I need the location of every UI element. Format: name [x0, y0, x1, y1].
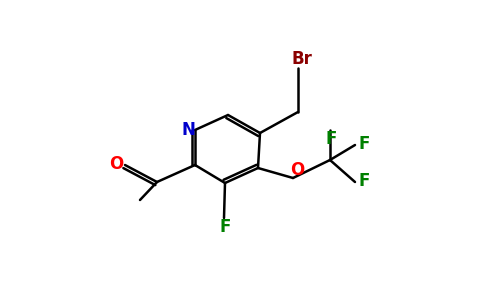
Text: F: F: [358, 135, 370, 153]
Text: Br: Br: [291, 50, 313, 68]
Text: F: F: [325, 130, 337, 148]
Text: F: F: [358, 172, 370, 190]
Text: O: O: [290, 161, 304, 179]
Text: N: N: [181, 121, 195, 139]
Text: O: O: [109, 155, 123, 173]
Text: F: F: [219, 218, 231, 236]
